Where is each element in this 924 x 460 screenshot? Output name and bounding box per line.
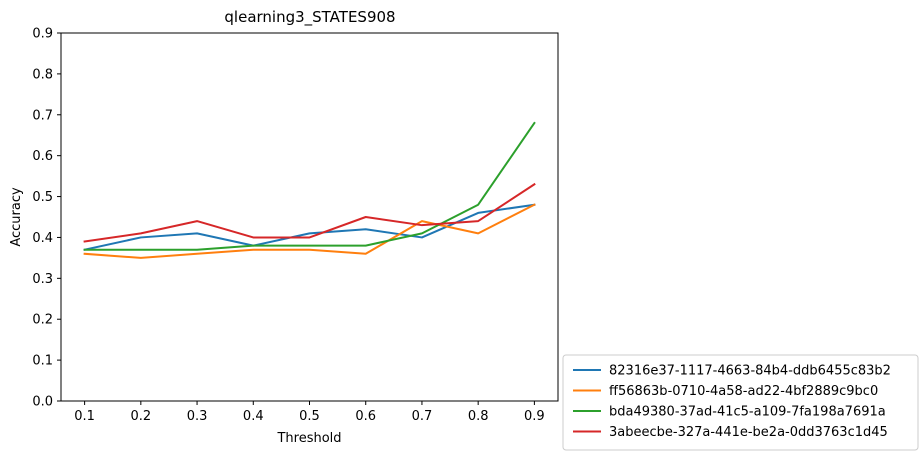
y-tick-label: 0.4 (32, 231, 53, 246)
y-tick-label: 0.8 (32, 67, 53, 82)
legend-label: 3abeecbe-327a-441e-be2a-0dd3763c1d45 (609, 425, 888, 440)
y-tick-label: 0.2 (32, 313, 53, 328)
series-line-2 (83, 203, 536, 259)
x-axis-label: Threshold (276, 431, 341, 446)
legend-label: ff56863b-0710-4a58-ad22-4bf2889c9bc0 (609, 384, 878, 399)
x-tick-label: 0.8 (468, 409, 489, 424)
y-tick-label: 0.9 (32, 27, 53, 42)
x-tick-label: 0.7 (412, 409, 433, 424)
chart-title: qlearning3_STATES908 (224, 8, 395, 27)
x-tick-label: 0.4 (243, 409, 264, 424)
y-axis-ticks: 0.0 0.1 0.2 0.3 0.4 0.5 0.6 0.7 0.8 0.9 (32, 27, 61, 410)
x-tick-label: 0.9 (524, 409, 545, 424)
x-tick-label: 0.6 (355, 409, 376, 424)
legend-box (562, 354, 919, 451)
series-line-3 (83, 121, 536, 251)
y-axis-label: Accuracy (9, 187, 24, 247)
y-tick-label: 0.7 (32, 108, 53, 123)
y-tick-label: 0.0 (32, 395, 53, 410)
plot-lines (83, 121, 536, 259)
legend: 82316e37-1117-4663-84b4-ddb6455c83b2 ff56… (562, 354, 919, 451)
y-tick-label: 0.5 (32, 190, 53, 205)
x-axis-ticks: 0.1 0.2 0.3 0.4 0.5 0.6 0.7 0.8 0.9 (74, 401, 545, 424)
legend-items: 82316e37-1117-4663-84b4-ddb6455c83b2 ff56… (573, 364, 891, 440)
y-tick-label: 0.6 (32, 149, 53, 164)
series-line-1 (83, 203, 536, 251)
x-tick-label: 0.3 (187, 409, 208, 424)
y-tick-label: 0.1 (32, 354, 53, 369)
x-tick-label: 0.2 (130, 409, 151, 424)
y-tick-label: 0.3 (32, 272, 53, 287)
x-tick-label: 0.1 (74, 409, 95, 424)
legend-label: 82316e37-1117-4663-84b4-ddb6455c83b2 (609, 364, 891, 379)
x-tick-label: 0.5 (299, 409, 320, 424)
legend-label: bda49380-37ad-41c5-a109-7fa198a7691a (609, 405, 886, 420)
series-line-4 (83, 182, 536, 243)
